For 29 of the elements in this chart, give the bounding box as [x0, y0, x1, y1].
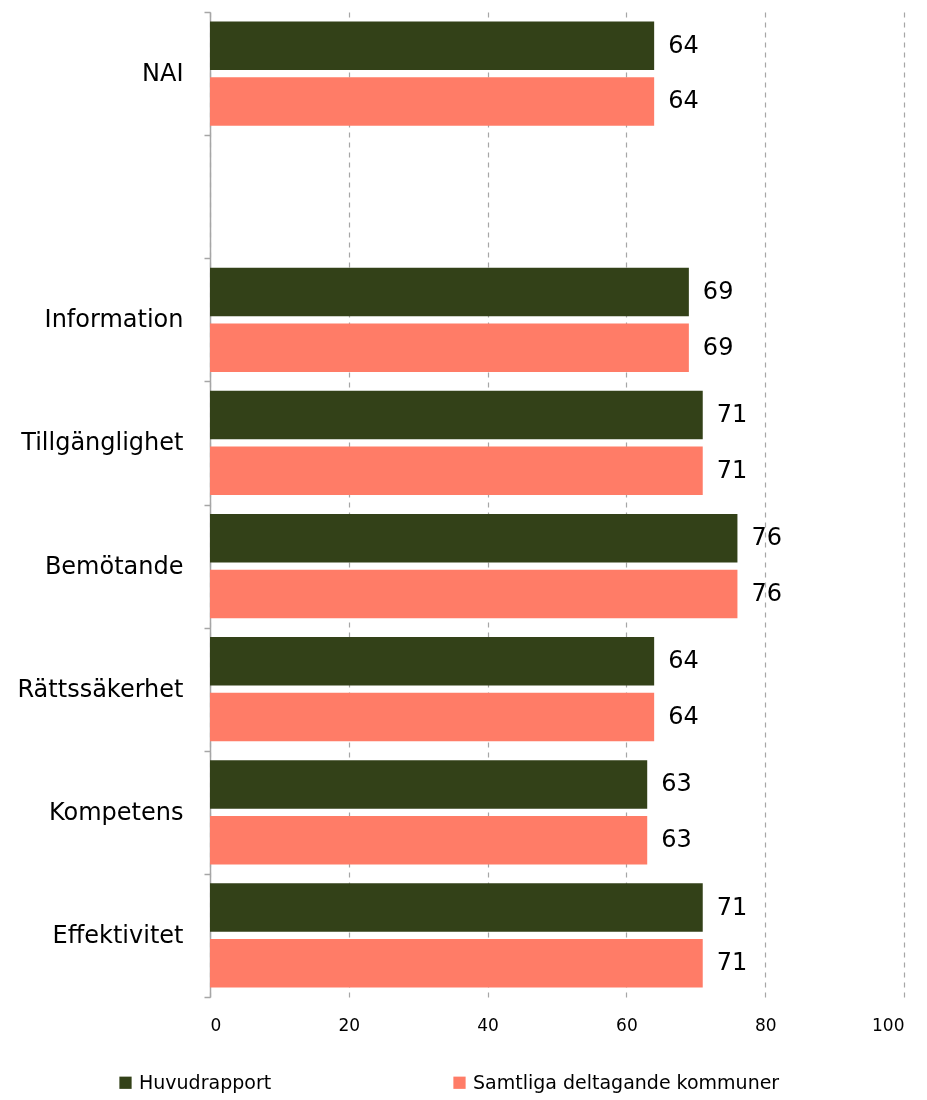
y-tick-label: Information — [44, 305, 184, 334]
legend-label: Huvudrapport — [139, 1070, 272, 1093]
y-tick-label: Rättssäkerhet — [17, 674, 184, 703]
x-tick-label: 100 — [872, 1014, 905, 1035]
data-label: 71 — [716, 948, 748, 977]
x-tick-label: 20 — [338, 1014, 361, 1035]
y-tick-label: Tillgänglighet — [20, 428, 184, 457]
data-label: 71 — [716, 455, 748, 484]
data-label: 71 — [716, 892, 748, 921]
data-label: 63 — [661, 769, 692, 798]
data-label: 71 — [716, 400, 748, 429]
data-label: 69 — [702, 332, 734, 361]
y-tick-label: Effektivitet — [52, 920, 184, 949]
x-tick-label: 60 — [616, 1014, 638, 1035]
y-tick-label: Kompetens — [49, 797, 184, 826]
x-tick-label: 80 — [754, 1014, 777, 1035]
data-label: 63 — [661, 825, 692, 854]
data-label: 64 — [668, 702, 699, 731]
data-label: 64 — [668, 86, 699, 115]
x-tick-label: 40 — [477, 1014, 499, 1035]
y-tick-label: NAI — [142, 59, 184, 88]
data-label: 76 — [751, 523, 782, 552]
data-label: 64 — [668, 30, 699, 59]
data-label: 76 — [751, 578, 782, 607]
legend-label: Samtliga deltagande kommuner — [473, 1070, 780, 1093]
data-label: 69 — [702, 276, 734, 305]
data-label: 64 — [668, 646, 699, 675]
x-tick-label: 0 — [210, 1014, 222, 1035]
y-tick-label: Bemötande — [44, 551, 184, 580]
